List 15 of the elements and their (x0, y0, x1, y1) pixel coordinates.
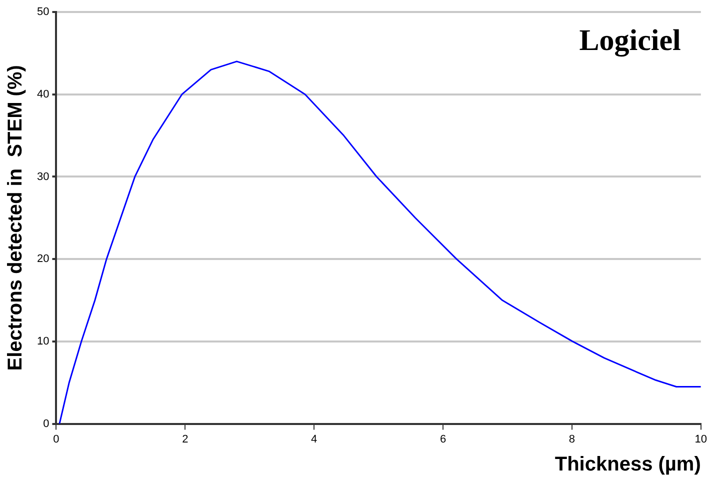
x-tick-label: 4 (311, 433, 318, 446)
y-axis-title: Electrons detected in STEM (%) (4, 65, 27, 371)
y-tick-label: 0 (43, 418, 50, 430)
x-tick-label: 2 (182, 433, 188, 446)
y-tick-label: 50 (36, 6, 50, 18)
x-tick-label: 10 (694, 433, 708, 446)
x-tick-label: 6 (440, 433, 446, 446)
y-tick-label: 30 (36, 170, 50, 183)
x-axis-title: Thickness (µm) (554, 454, 701, 476)
y-tick-label: 20 (36, 253, 50, 266)
annotation: Logiciel (579, 24, 681, 57)
y-tick-label: 10 (36, 335, 50, 348)
x-tick-label: 0 (53, 433, 60, 446)
x-tick-label: 8 (568, 433, 576, 446)
y-tick-label: 40 (36, 88, 50, 100)
